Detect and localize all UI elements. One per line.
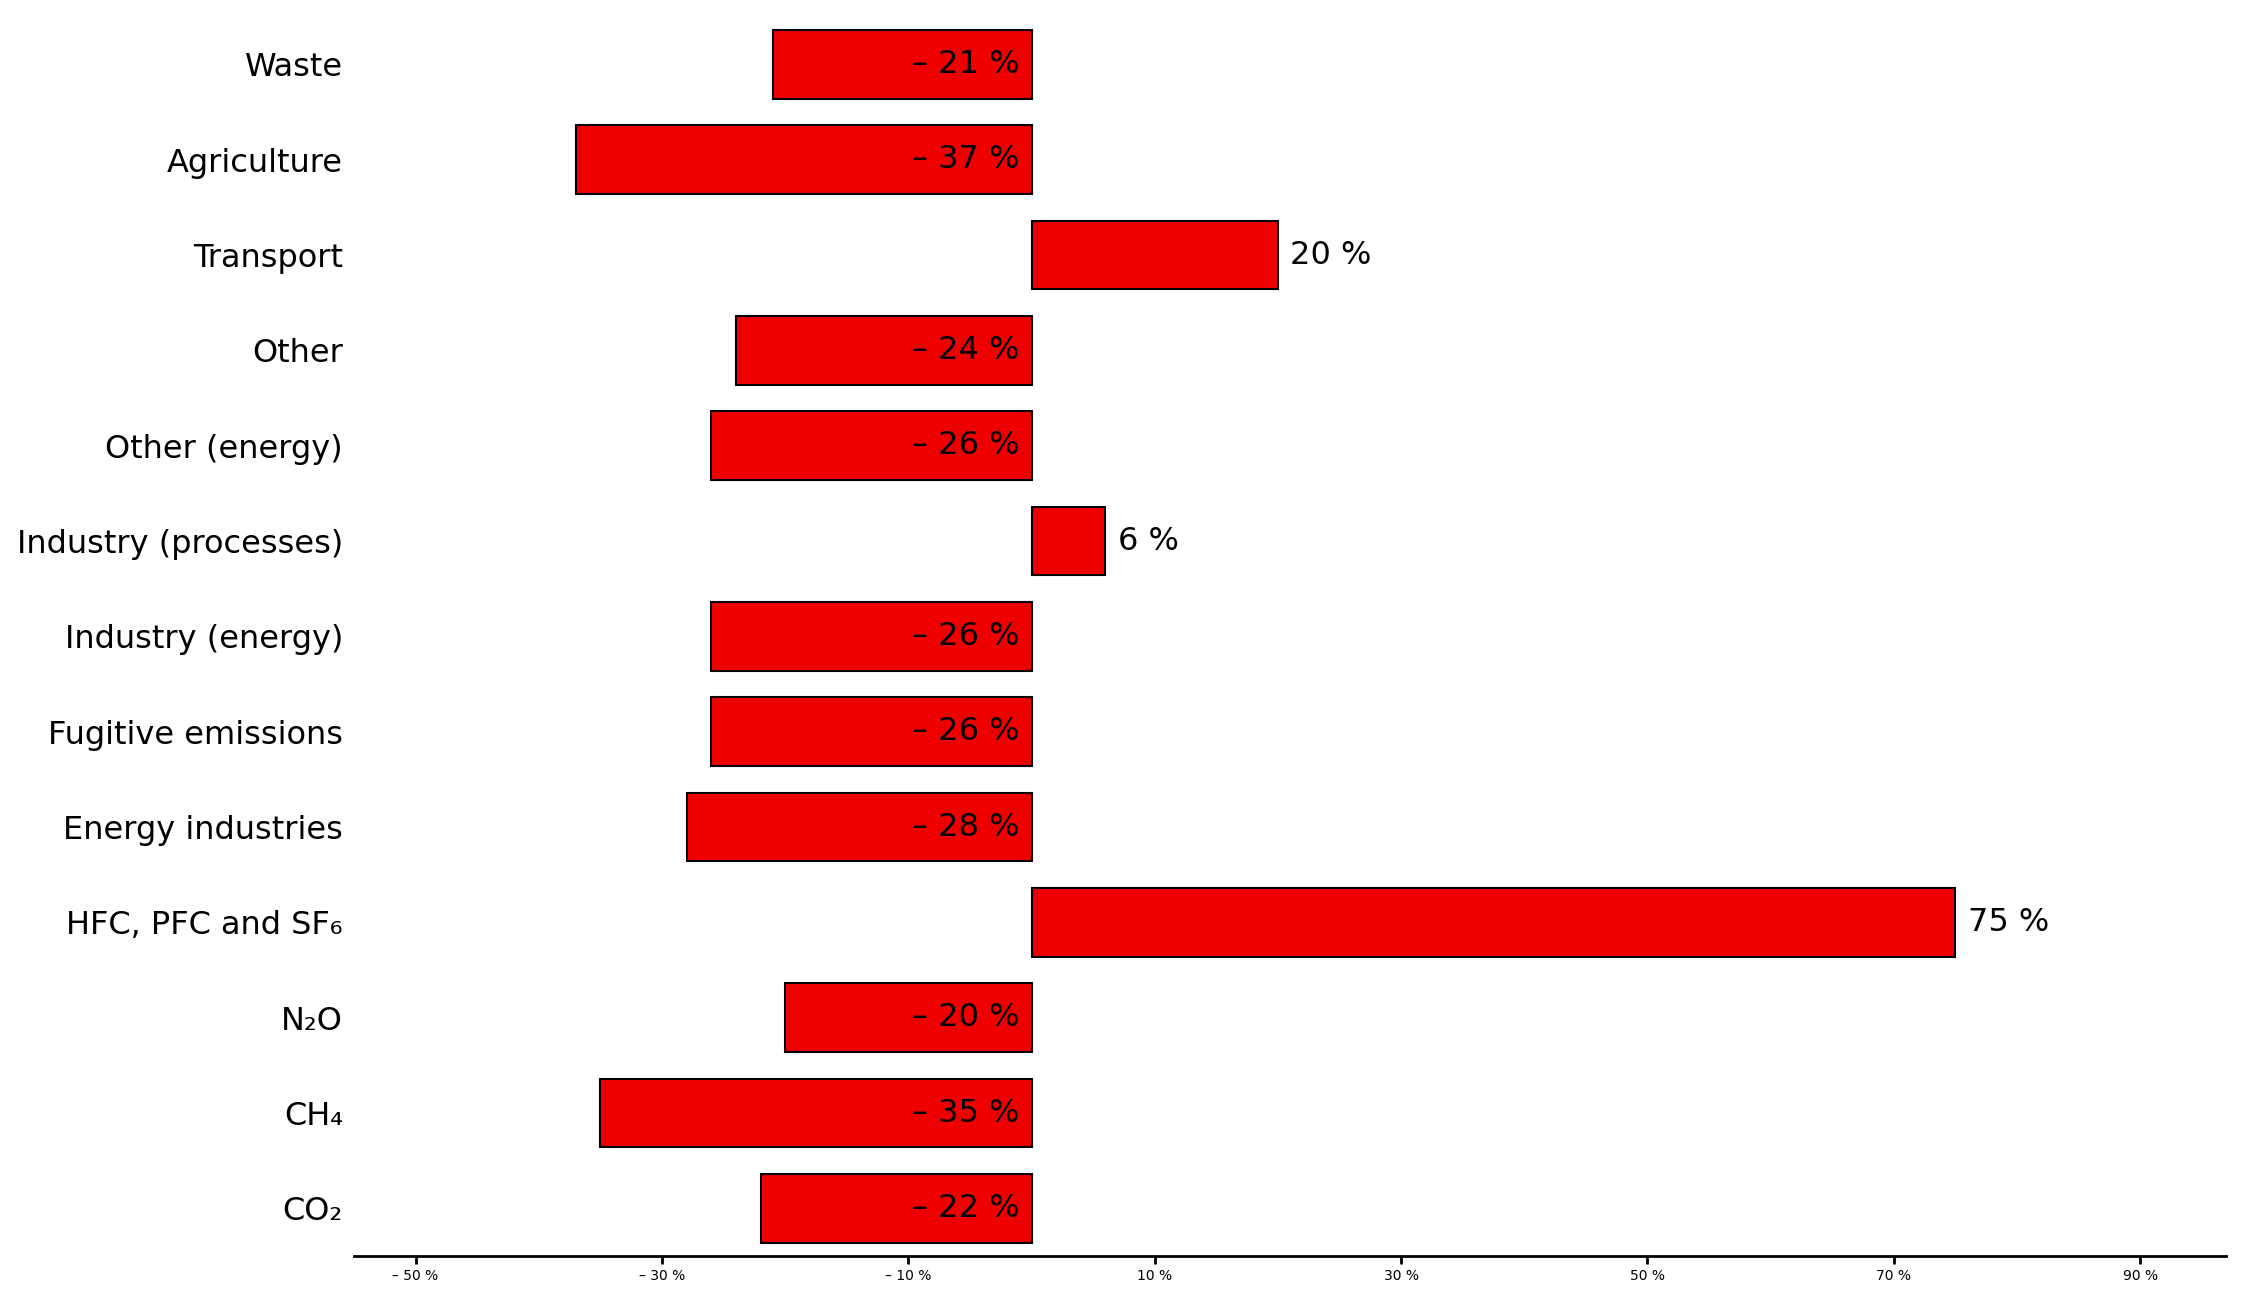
Bar [760, 1174, 1032, 1243]
Text: – 35 %: – 35 % [913, 1097, 1018, 1128]
Bar [774, 30, 1032, 99]
Text: – 28 %: – 28 % [911, 811, 1018, 842]
Text: – 26 %: – 26 % [911, 430, 1018, 461]
Bar [1032, 507, 1106, 576]
Bar [601, 1079, 1032, 1148]
Bar [1032, 221, 1279, 290]
Text: – 26 %: – 26 % [911, 716, 1018, 748]
Text: – 20 %: – 20 % [911, 1002, 1018, 1034]
Bar [686, 793, 1032, 862]
Bar [576, 125, 1032, 194]
Text: – 24 %: – 24 % [913, 335, 1018, 365]
Bar [1032, 888, 1956, 957]
Bar [736, 316, 1032, 385]
Text: 75 %: 75 % [1967, 907, 2048, 937]
Text: – 37 %: – 37 % [913, 144, 1018, 176]
Bar [711, 697, 1032, 766]
Bar [785, 984, 1032, 1052]
Text: – 22 %: – 22 % [911, 1193, 1018, 1225]
Text: – 21 %: – 21 % [911, 49, 1018, 79]
Text: 6 %: 6 % [1117, 525, 1178, 556]
Bar [711, 602, 1032, 671]
Text: – 26 %: – 26 % [911, 621, 1018, 651]
Text: 20 %: 20 % [1290, 239, 1370, 270]
Bar [711, 411, 1032, 480]
